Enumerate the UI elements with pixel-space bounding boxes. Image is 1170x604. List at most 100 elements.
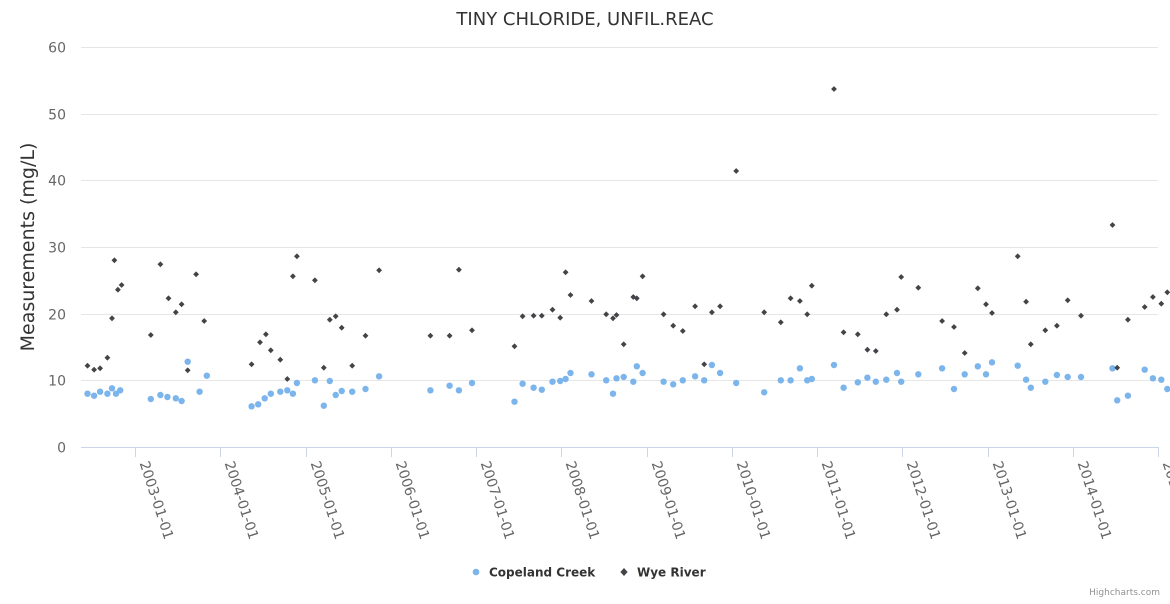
data-point-copeland-creek [320, 402, 327, 409]
data-point-wye-river [376, 267, 382, 274]
data-point-copeland-creek [761, 389, 768, 396]
data-point-copeland-creek [787, 377, 794, 384]
data-point-wye-river [974, 285, 981, 292]
data-point-copeland-creek [1042, 378, 1049, 385]
data-point-copeland-creek [733, 379, 740, 387]
data-point-copeland-creek [1027, 384, 1035, 391]
y-tick-label: 30 [48, 241, 66, 257]
data-point-copeland-creek [511, 398, 518, 405]
data-point-wye-river [1109, 222, 1116, 228]
data-point-wye-river [1114, 364, 1121, 371]
data-point-copeland-creek [184, 358, 191, 365]
data-point-wye-river [362, 332, 369, 339]
data-point-copeland-creek [630, 378, 637, 385]
data-point-copeland-creek [178, 397, 185, 405]
data-point-wye-river [277, 356, 284, 363]
data-point-copeland-creek [96, 388, 104, 395]
data-point-copeland-creek [562, 375, 569, 383]
data-point-copeland-creek [893, 369, 901, 377]
data-point-copeland-creek [915, 371, 922, 378]
data-point-copeland-creek [196, 388, 203, 395]
data-point-wye-river [184, 367, 191, 374]
data-point-wye-river [1158, 300, 1165, 307]
data-point-copeland-creek [864, 374, 871, 381]
legend: Copeland Creek Wye River [472, 566, 706, 580]
data-point-copeland-creek [679, 377, 686, 384]
data-point-copeland-creek [701, 377, 708, 384]
data-point-wye-river [1027, 341, 1034, 348]
data-point-copeland-creek [716, 369, 724, 377]
data-point-copeland-creek [708, 361, 716, 369]
data-point-wye-river [951, 324, 957, 330]
y-tick-label: 50 [48, 108, 66, 124]
data-point-wye-river [898, 274, 905, 280]
data-point-copeland-creek [1141, 366, 1148, 373]
data-point-copeland-creek [284, 387, 291, 394]
data-point-wye-river [320, 364, 327, 371]
data-point-wye-river [915, 284, 922, 291]
data-points [84, 86, 1170, 410]
data-point-copeland-creek [670, 381, 677, 388]
legend-item-wye-river[interactable]: Wye River [620, 566, 706, 580]
data-point-copeland-creek [530, 384, 537, 391]
data-point-wye-river [530, 312, 537, 319]
y-tick-label: 10 [48, 374, 66, 390]
y-tick-label: 40 [48, 174, 66, 190]
data-point-wye-river [961, 350, 968, 356]
data-point-wye-river [633, 295, 640, 302]
data-point-wye-river [446, 332, 453, 339]
data-point-wye-river [427, 332, 434, 339]
data-point-copeland-creek [468, 379, 476, 387]
data-point-copeland-creek [1053, 371, 1061, 379]
data-point-wye-river [1164, 289, 1170, 296]
data-point-wye-river [147, 332, 154, 338]
legend-item-copeland-creek[interactable]: Copeland Creek [472, 566, 597, 580]
data-point-wye-river [104, 354, 111, 361]
data-point-wye-river [701, 361, 708, 368]
data-point-copeland-creek [338, 387, 345, 395]
data-point-wye-river [787, 295, 794, 302]
data-point-copeland-creek [289, 390, 297, 397]
data-point-wye-river [538, 312, 545, 319]
data-point-copeland-creek [961, 371, 968, 378]
y-axis-title: Measurements (mg/L) [17, 143, 39, 352]
data-point-wye-river [840, 329, 847, 336]
data-point-wye-river [109, 315, 115, 322]
data-point-wye-river [118, 282, 125, 288]
data-point-wye-river [603, 311, 610, 318]
data-point-copeland-creek [830, 361, 838, 369]
data-point-copeland-creek [255, 401, 262, 408]
data-point-copeland-creek [108, 385, 116, 392]
data-point-wye-river [1078, 312, 1084, 319]
data-point-wye-river [456, 266, 462, 273]
y-tick-label: 20 [48, 308, 66, 324]
data-point-wye-river [1023, 298, 1029, 305]
data-point-copeland-creek [147, 395, 154, 403]
data-point-copeland-creek [796, 365, 804, 372]
data-point-wye-river [613, 312, 620, 318]
data-point-copeland-creek [609, 390, 617, 397]
data-point-copeland-creek [1149, 375, 1157, 382]
data-point-wye-river [338, 324, 345, 331]
data-point-copeland-creek [603, 377, 610, 384]
data-point-wye-river [761, 309, 768, 316]
data-point-wye-river [630, 294, 637, 300]
data-point-copeland-creek [248, 403, 255, 410]
data-point-wye-river [165, 295, 172, 302]
data-point-wye-river [660, 311, 667, 318]
data-point-copeland-creek [311, 377, 319, 384]
axes [135, 447, 1159, 457]
data-point-wye-river [326, 316, 333, 323]
credits-link[interactable]: Highcharts.com [1089, 588, 1160, 598]
data-point-wye-river [692, 303, 698, 310]
data-point-copeland-creek [898, 378, 905, 385]
data-point-wye-river [201, 318, 208, 324]
y-tick-label: 0 [57, 441, 66, 457]
data-point-wye-river [1042, 327, 1049, 334]
data-point-wye-river [267, 347, 274, 354]
data-point-wye-river [562, 269, 569, 276]
data-point-wye-river [284, 376, 291, 382]
data-point-copeland-creek [349, 388, 356, 395]
data-point-copeland-creek [164, 393, 171, 401]
data-point-wye-river [193, 271, 199, 278]
